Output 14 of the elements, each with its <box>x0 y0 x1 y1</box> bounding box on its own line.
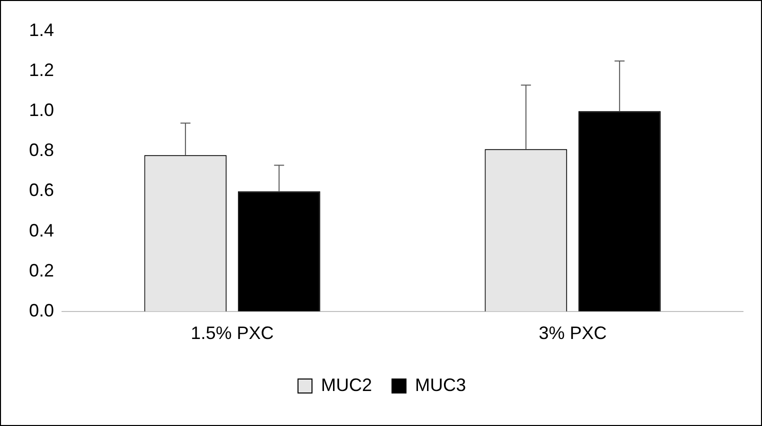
legend-label: MUC2 <box>320 374 372 395</box>
y-tick-label: 1.4 <box>28 20 54 40</box>
legend-label: MUC3 <box>415 374 466 395</box>
bar <box>238 191 320 312</box>
x-tick-label: 1.5% PXC <box>190 323 274 344</box>
y-tick-label: 0.6 <box>28 180 54 200</box>
bar <box>578 111 661 312</box>
y-tick-label: 0.2 <box>28 260 54 280</box>
y-tick-label: 1.0 <box>28 100 54 120</box>
x-tick-label: 3% PXC <box>538 323 607 344</box>
y-tick-label: 0.0 <box>28 300 54 320</box>
y-tick-label: 1.2 <box>28 60 54 80</box>
y-tick-label: 0.4 <box>28 220 54 240</box>
y-tick-label: 0.8 <box>28 140 54 160</box>
